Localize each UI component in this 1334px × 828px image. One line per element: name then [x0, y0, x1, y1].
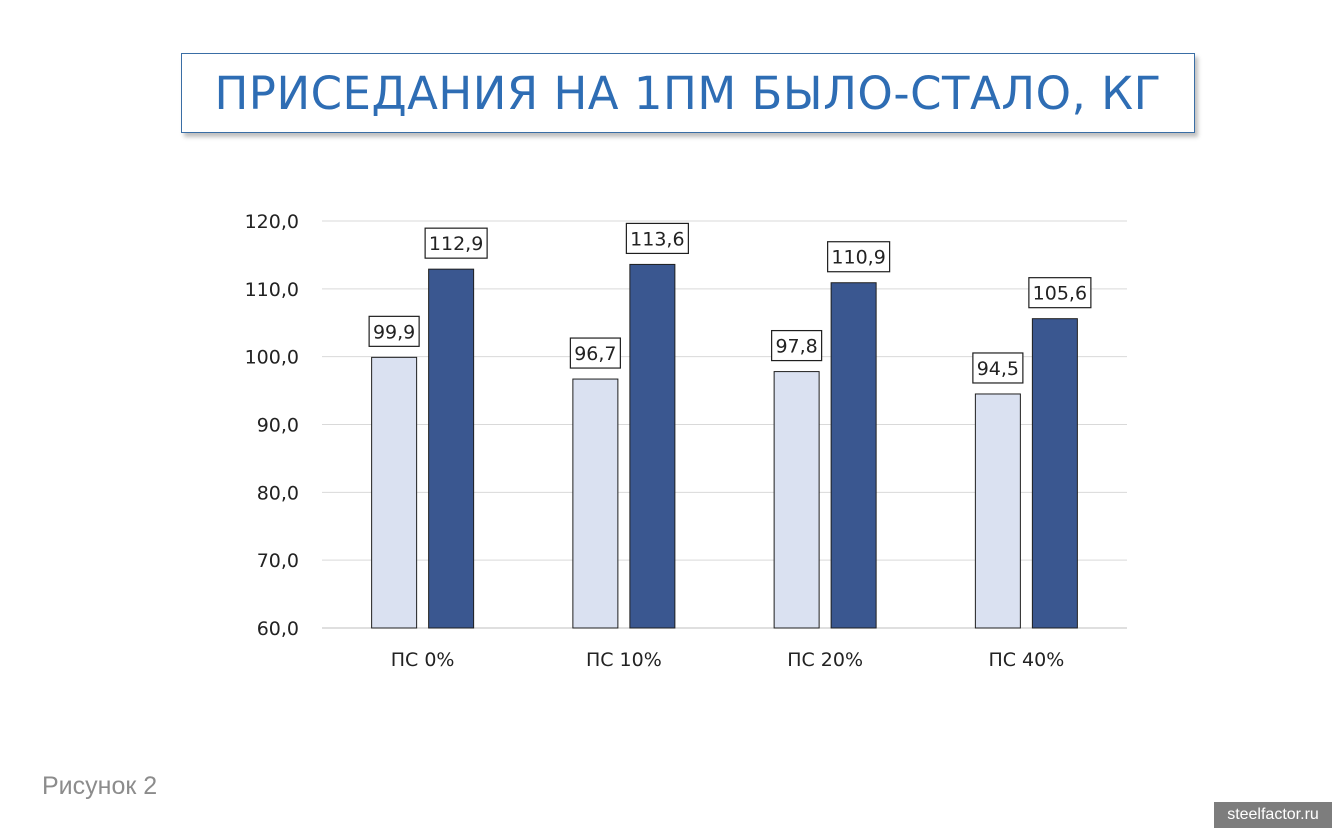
chart-title-box: ПРИСЕДАНИЯ НА 1ПМ БЫЛО-СТАЛО, КГ: [181, 53, 1195, 133]
x-tick-label: ПС 20%: [787, 649, 863, 671]
data-label-box: [424, 227, 488, 259]
data-label: 99,9: [373, 321, 415, 343]
watermark: steelfactor.ru: [1214, 802, 1332, 828]
data-label-box: [625, 222, 689, 255]
data-label-box: [569, 337, 621, 369]
y-tick-label: 100,0: [245, 347, 299, 369]
data-label: 96,7: [574, 343, 616, 365]
data-label-box: [771, 329, 823, 362]
x-tick-label: ПС 40%: [988, 649, 1064, 671]
data-label: 110,9: [831, 247, 885, 269]
y-tick-label: 70,0: [257, 550, 299, 572]
y-tick-label: 120,0: [245, 211, 299, 233]
bar: [1031, 318, 1078, 629]
y-tick-label: 80,0: [257, 482, 299, 504]
data-label: 105,6: [1033, 283, 1087, 305]
y-tick-label: 90,0: [257, 415, 299, 437]
bar: [371, 356, 418, 629]
data-label-box: [368, 315, 420, 347]
bar: [428, 268, 475, 629]
chart-title: ПРИСЕДАНИЯ НА 1ПМ БЫЛО-СТАЛО, КГ: [214, 66, 1162, 120]
bar: [974, 393, 1021, 629]
data-label-box: [827, 241, 891, 273]
bar: [773, 371, 820, 629]
x-tick-label: ПС 0%: [391, 649, 455, 671]
data-label: 113,6: [630, 228, 684, 250]
data-label: 97,8: [775, 336, 817, 358]
bar: [629, 263, 676, 629]
bar: [572, 378, 619, 629]
data-label: 112,9: [429, 233, 483, 255]
x-tick-label: ПС 10%: [586, 649, 662, 671]
data-label-box: [1028, 277, 1092, 309]
bar: [830, 282, 877, 629]
data-label: 94,5: [977, 358, 1019, 380]
figure-caption: Рисунок 2: [42, 772, 158, 800]
y-tick-label: 110,0: [245, 279, 299, 301]
y-tick-label: 60,0: [257, 618, 299, 640]
data-label-box: [972, 352, 1024, 384]
